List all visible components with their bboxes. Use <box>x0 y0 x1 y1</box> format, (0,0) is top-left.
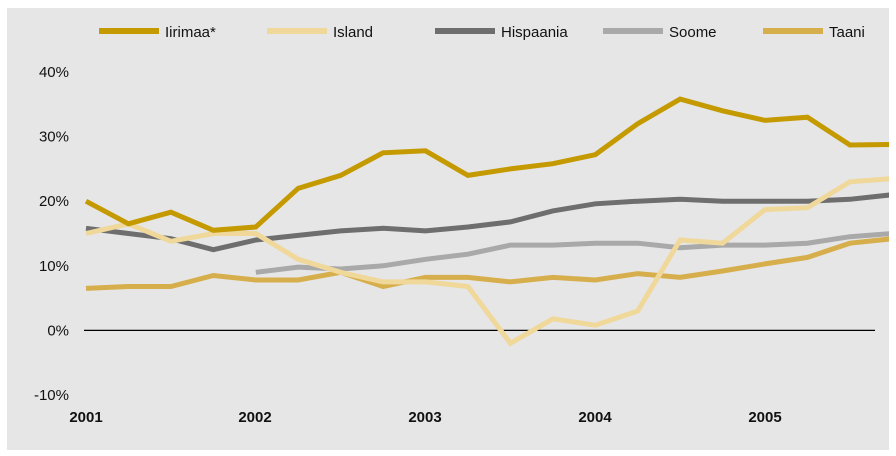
series-line-hispaania <box>85 192 889 253</box>
legend: Iirimaa* Island Hispaania Soome Taani <box>99 24 865 41</box>
legend-swatch <box>267 28 327 34</box>
legend-swatch <box>99 28 159 34</box>
y-tick-label: -10% <box>34 387 69 404</box>
legend-label: Hispaania <box>501 24 568 41</box>
x-tick-label: 2002 <box>238 409 271 426</box>
legend-item: Island <box>267 24 373 41</box>
legend-item: Taani <box>763 24 865 41</box>
series-lines <box>84 96 889 347</box>
legend-swatch <box>603 28 663 34</box>
x-tick-label: 2004 <box>578 409 612 426</box>
legend-label: Soome <box>669 24 717 41</box>
legend-item: Soome <box>603 24 717 41</box>
series-line-soome <box>255 231 889 275</box>
legend-item: Iirimaa* <box>99 24 216 41</box>
y-tick-label: 10% <box>39 258 69 275</box>
series-line-iirimaa <box>84 96 889 233</box>
legend-label: Iirimaa* <box>165 24 216 41</box>
y-tick-label: 30% <box>39 129 69 146</box>
x-tick-label: 2005 <box>748 409 781 426</box>
legend-label: Taani <box>829 24 865 41</box>
y-tick-label: 0% <box>47 322 69 339</box>
legend-label: Island <box>333 24 373 41</box>
y-tick-label: 40% <box>39 64 69 81</box>
axes: 40% 30% 20% 10% 0% -10%2001 2002 2003 2004 2005 <box>34 64 875 426</box>
series-line-island <box>85 176 889 347</box>
legend-swatch <box>763 28 823 34</box>
series-line-taani <box>85 236 889 291</box>
y-tick-label: 20% <box>39 193 69 210</box>
x-tick-label: 2003 <box>408 409 441 426</box>
legend-item: Hispaania <box>435 24 568 41</box>
chart-canvas: Iirimaa* Island Hispaania Soome Taani 40% 30%… <box>34 24 889 426</box>
line-chart: Iirimaa* Island Hispaania Soome Taani 40% 30%… <box>7 8 889 450</box>
legend-swatch <box>435 28 495 34</box>
x-tick-label: 2001 <box>69 409 102 426</box>
